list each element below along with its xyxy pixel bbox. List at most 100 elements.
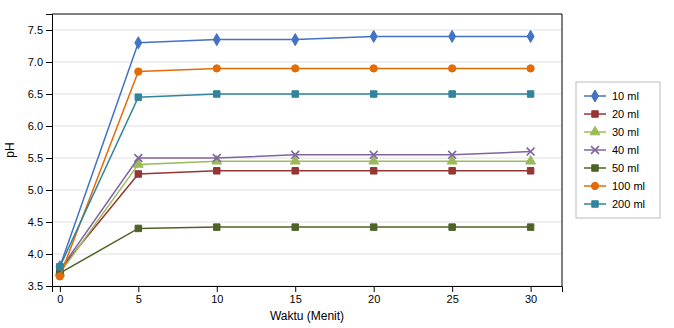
point-marker	[56, 273, 63, 280]
point-marker	[527, 65, 534, 72]
y-tick-label: 4.0	[28, 248, 43, 260]
x-axis-line	[53, 287, 563, 293]
legend-label: 40 ml	[612, 144, 639, 156]
series	[57, 168, 534, 274]
point-marker	[527, 168, 533, 174]
point-marker	[135, 225, 141, 231]
point-marker	[447, 156, 457, 165]
point-marker	[292, 224, 298, 230]
point-marker	[527, 30, 534, 42]
point-marker	[292, 65, 299, 72]
y-tick-mark	[46, 254, 52, 255]
y-tick: 5.5	[28, 152, 52, 164]
series-line	[60, 161, 531, 273]
point-marker	[527, 148, 535, 156]
point-marker	[369, 156, 379, 165]
legend-entry: 10 ml	[584, 90, 639, 102]
legend-entry: 100 ml	[584, 180, 645, 192]
x-tick: 5	[136, 286, 142, 305]
y-tick: 7.5	[28, 24, 52, 36]
y-tick-mark	[46, 190, 52, 191]
series-line	[60, 227, 531, 273]
x-tick-label: 30	[525, 293, 537, 305]
point-marker	[527, 91, 533, 97]
point-marker	[449, 224, 455, 230]
x-tick-label: 5	[136, 293, 142, 305]
point-marker	[135, 94, 141, 100]
x-tick-label: 20	[368, 293, 380, 305]
series	[57, 224, 534, 277]
point-marker	[57, 264, 63, 270]
point-marker	[292, 168, 298, 174]
point-marker	[370, 91, 376, 97]
series	[56, 30, 534, 272]
legend-entry: 20 ml	[584, 108, 639, 120]
legend-marker	[592, 165, 598, 171]
x-tick-mark	[138, 286, 139, 292]
y-tick-mark	[46, 158, 52, 159]
legend-marker	[592, 90, 599, 102]
y-tick: 7.0	[28, 56, 52, 68]
y-tick-label: 6.0	[28, 120, 43, 132]
point-marker	[135, 68, 142, 75]
y-tick-label: 4.5	[28, 216, 43, 228]
y-tick: 6.0	[28, 120, 52, 132]
x-tick-label: 25	[447, 293, 459, 305]
x-tick: 20	[368, 286, 380, 305]
series-line	[60, 171, 531, 270]
point-marker	[134, 154, 142, 162]
legend-marker	[591, 182, 598, 189]
point-marker	[213, 65, 220, 72]
series-line	[60, 94, 531, 267]
grid-line	[52, 30, 562, 31]
plot-frame	[52, 14, 562, 15]
legend-label: 50 ml	[612, 162, 639, 174]
legend-entry: 200 ml	[584, 198, 645, 210]
y-tick-label: 7.0	[28, 56, 43, 68]
x-tick-mark	[452, 286, 453, 292]
x-tick-mark	[217, 286, 218, 292]
series	[56, 65, 534, 280]
x-tick-mark	[374, 286, 375, 292]
x-tick-mark	[295, 286, 296, 292]
legend-label: 30 ml	[612, 126, 639, 138]
grid-line	[52, 158, 562, 159]
y-tick: 5.0	[28, 184, 52, 196]
point-marker	[370, 224, 376, 230]
point-marker	[526, 156, 536, 165]
point-marker	[449, 91, 455, 97]
legend-entry: 30 ml	[584, 126, 639, 138]
series	[56, 148, 535, 274]
y-tick-mark	[46, 30, 52, 31]
x-tick-label: 15	[290, 293, 302, 305]
grid-line	[52, 190, 562, 191]
x-tick: 30	[525, 286, 537, 305]
legend-entry: 50 ml	[584, 162, 639, 174]
y-tick-mark	[46, 286, 52, 287]
legend-label: 100 ml	[612, 180, 645, 192]
y-tick: 6.5	[28, 88, 52, 100]
point-marker	[370, 30, 377, 42]
plot-frame	[562, 14, 563, 286]
grid-line	[52, 62, 562, 63]
grid-line	[52, 222, 562, 223]
plot: 0510152025303.54.04.55.05.56.06.57.07.5W…	[3, 14, 563, 323]
point-marker	[291, 151, 299, 159]
y-tick-mark	[46, 94, 52, 95]
point-marker	[370, 168, 376, 174]
legend-label: 20 ml	[612, 108, 639, 120]
point-marker	[290, 156, 300, 165]
y-tick: 3.5	[28, 280, 52, 292]
point-marker	[292, 91, 298, 97]
point-marker	[213, 34, 220, 46]
grid	[52, 30, 562, 286]
point-marker	[213, 154, 221, 162]
x-tick-label: 0	[57, 293, 63, 305]
grid-line	[52, 254, 562, 255]
point-marker	[214, 91, 220, 97]
y-tick-label: 3.5	[28, 280, 43, 292]
y-tick-mark	[46, 126, 52, 127]
point-marker	[449, 30, 456, 42]
legend-marker	[592, 201, 598, 207]
point-marker	[214, 168, 220, 174]
